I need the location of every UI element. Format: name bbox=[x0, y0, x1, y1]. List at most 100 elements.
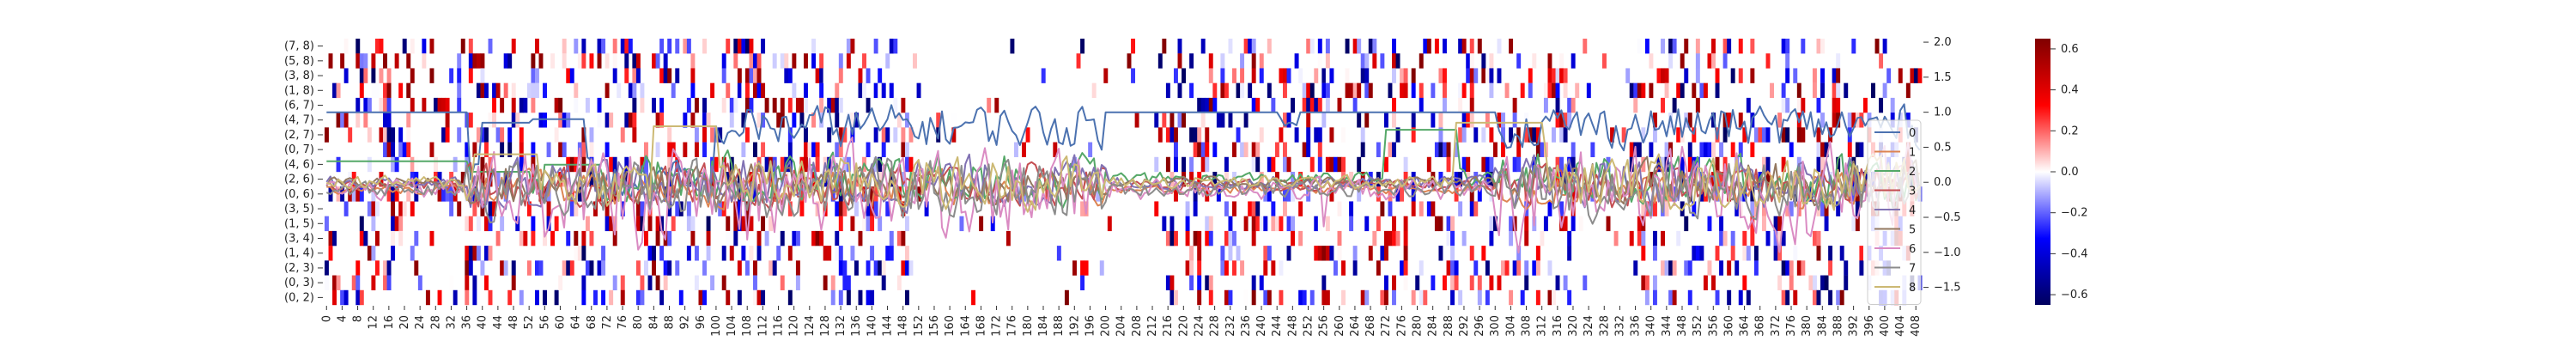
column-tick-label: 312 bbox=[1536, 315, 1549, 337]
heatmap-cell bbox=[394, 216, 399, 232]
heatmap-cell bbox=[1454, 142, 1459, 157]
heatmap-cell bbox=[1182, 68, 1186, 83]
heatmap-cell bbox=[1777, 113, 1783, 128]
heatmap-cell bbox=[1279, 127, 1284, 143]
heatmap-cell bbox=[363, 230, 368, 247]
heatmap-cell bbox=[1251, 156, 1256, 173]
heatmap-cell bbox=[1279, 68, 1284, 83]
heatmap-cell bbox=[1859, 142, 1864, 157]
heatmap-cell bbox=[1220, 82, 1225, 99]
heatmap-cell bbox=[1263, 246, 1268, 261]
heatmap-cell bbox=[1314, 246, 1319, 261]
heatmap-cell bbox=[780, 156, 785, 173]
heatmap-cell bbox=[1454, 275, 1459, 290]
heatmap-cell bbox=[1224, 230, 1229, 247]
heatmap-cell bbox=[655, 142, 660, 157]
column-tick-label: 116 bbox=[773, 315, 786, 337]
heatmap-cell bbox=[1917, 68, 1923, 83]
heatmap-cell bbox=[1820, 156, 1825, 173]
heatmap-cell bbox=[1516, 156, 1522, 173]
heatmap-cell bbox=[348, 127, 353, 143]
heatmap-cell bbox=[1302, 82, 1307, 99]
heatmap-cell bbox=[1357, 186, 1362, 202]
heatmap-cell bbox=[500, 142, 505, 157]
heatmap-cell bbox=[659, 39, 665, 54]
heatmap-cell bbox=[383, 82, 387, 99]
heatmap-cell bbox=[1469, 246, 1474, 261]
heatmap-cell bbox=[484, 127, 489, 143]
heatmap-cell bbox=[1719, 260, 1724, 276]
heatmap-cell bbox=[733, 216, 738, 232]
heatmap-cell bbox=[1197, 97, 1202, 113]
heatmap-cell bbox=[550, 53, 556, 69]
heatmap-cell bbox=[1762, 201, 1766, 216]
heatmap-cell bbox=[472, 275, 477, 290]
heatmap-cell bbox=[1458, 201, 1463, 216]
heatmap-cell bbox=[913, 53, 917, 69]
heatmap-cell bbox=[1715, 68, 1720, 83]
heatmap-cell bbox=[628, 82, 633, 99]
heatmap-cell bbox=[1489, 156, 1494, 173]
heatmap-cell bbox=[694, 246, 699, 261]
heatmap-cell bbox=[936, 113, 941, 128]
heatmap-cell bbox=[1836, 97, 1841, 113]
heatmap-cell bbox=[1294, 127, 1299, 143]
heatmap-cell bbox=[1291, 216, 1296, 232]
heatmap-cell bbox=[971, 289, 976, 306]
heatmap-cell bbox=[374, 82, 380, 99]
heatmap-cell bbox=[1438, 113, 1443, 128]
heatmap-cell bbox=[819, 82, 824, 99]
heatmap-cell bbox=[1317, 246, 1322, 261]
heatmap-cell bbox=[1703, 142, 1708, 157]
heatmap-cell bbox=[1321, 289, 1327, 306]
heatmap-cell bbox=[1796, 82, 1801, 99]
heatmap-cell bbox=[904, 142, 909, 157]
heatmap-cell bbox=[787, 246, 793, 261]
heatmap-cell bbox=[878, 172, 883, 187]
heatmap-cell bbox=[1364, 53, 1370, 69]
heatmap-cell bbox=[628, 39, 633, 54]
heatmap-cell bbox=[449, 68, 454, 83]
heatmap-cell bbox=[1687, 260, 1692, 276]
heatmap-cell bbox=[1715, 172, 1720, 187]
heatmap-cell bbox=[1224, 82, 1229, 99]
column-tick-label: 244 bbox=[1271, 315, 1284, 337]
heatmap-cell bbox=[706, 230, 711, 247]
heatmap-cell bbox=[620, 127, 625, 143]
heatmap-cell bbox=[1644, 39, 1649, 54]
heatmap-cell bbox=[749, 216, 754, 232]
heatmap-cell bbox=[1727, 260, 1732, 276]
heatmap-cell bbox=[881, 275, 886, 290]
heatmap-cell bbox=[1684, 260, 1689, 276]
heatmap-cell bbox=[500, 260, 505, 276]
heatmap-cell bbox=[1512, 186, 1517, 202]
heatmap-cell bbox=[1411, 289, 1416, 306]
heatmap-cell bbox=[1839, 246, 1844, 261]
heatmap-cell bbox=[406, 53, 411, 69]
heatmap-cell bbox=[429, 142, 434, 157]
heatmap-cell bbox=[422, 39, 427, 54]
heatmap-cell bbox=[644, 142, 648, 157]
heatmap-cell bbox=[1345, 82, 1350, 99]
heatmap-cell bbox=[1543, 216, 1548, 232]
row-tick-label: (2, 3) bbox=[284, 262, 314, 275]
heatmap-cell bbox=[1170, 216, 1175, 232]
heatmap-cell bbox=[1197, 289, 1202, 306]
heatmap-cell bbox=[854, 260, 859, 276]
heatmap-cell bbox=[577, 53, 582, 69]
heatmap-cell bbox=[1380, 246, 1385, 261]
heatmap-cell bbox=[1851, 113, 1856, 128]
heatmap-cell bbox=[873, 82, 878, 99]
right-axis-tick-label: 0.5 bbox=[1934, 141, 1952, 154]
heatmap-cell bbox=[866, 186, 871, 202]
column-tick-label: 104 bbox=[726, 315, 738, 337]
heatmap-cell bbox=[1286, 156, 1291, 173]
heatmap-cell bbox=[1345, 39, 1350, 54]
heatmap-cell bbox=[558, 275, 563, 290]
heatmap-cell bbox=[1886, 68, 1892, 83]
heatmap-cell bbox=[574, 39, 579, 54]
heatmap-cell bbox=[979, 216, 984, 232]
heatmap-cell bbox=[1489, 186, 1494, 202]
heatmap-cell bbox=[1005, 230, 1011, 247]
heatmap-cell bbox=[702, 97, 707, 113]
